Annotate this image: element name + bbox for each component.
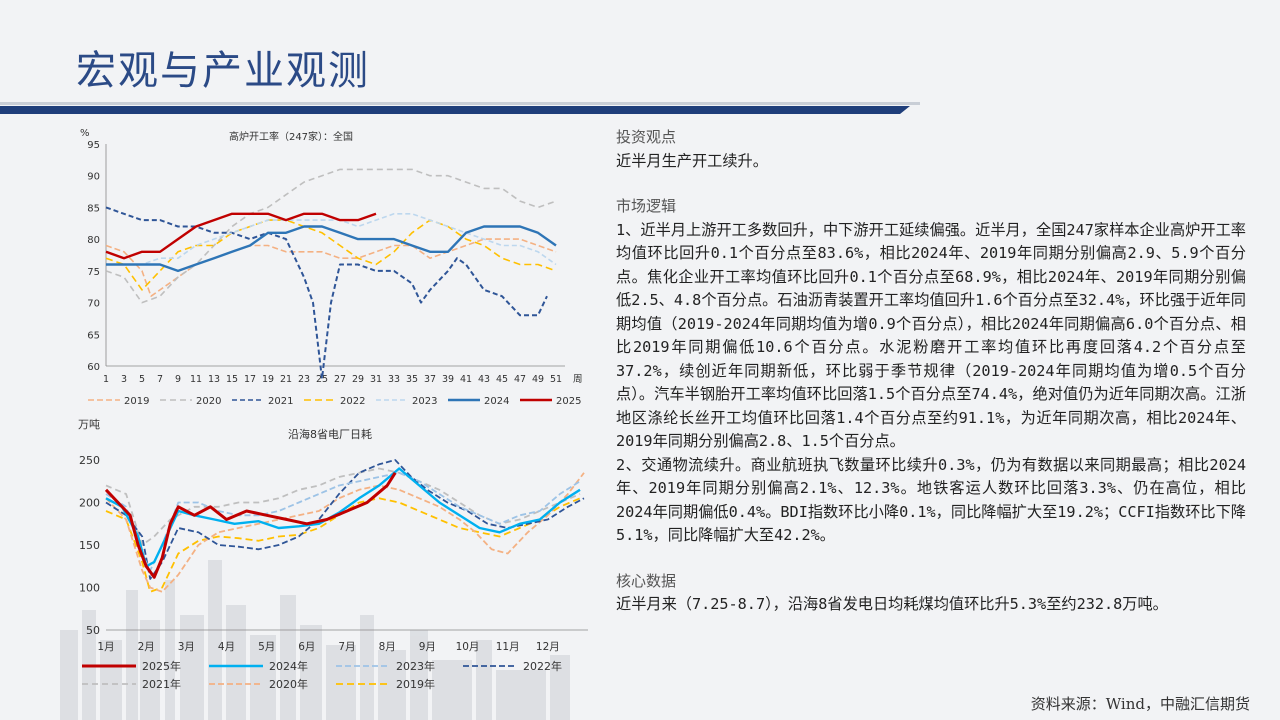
chart1-xtick: 27 — [334, 374, 346, 385]
chart2-ytick: 250 — [79, 454, 100, 467]
chart1-ytick: 90 — [87, 172, 100, 183]
chart1-xtick: 15 — [226, 374, 238, 385]
chart2-title: 沿海8省电厂日耗 — [288, 427, 372, 441]
chart2-legend-label: 2022年 — [523, 659, 562, 673]
chart1-xtick: 17 — [244, 374, 256, 385]
chart2-ytick: 200 — [79, 497, 100, 510]
chart1-ytick: 95 — [87, 140, 100, 151]
chart1-xtick: 31 — [370, 374, 382, 385]
title-underline-bar — [0, 102, 920, 114]
chart2-series-2019年 — [105, 497, 581, 593]
chart2-ylabel: 万吨 — [78, 418, 100, 431]
chart1-ytick: 75 — [87, 267, 100, 278]
logic-heading: 市场逻辑 — [616, 197, 677, 215]
chart1-xlabel: 周 — [573, 374, 583, 385]
chart1-ylabel: % — [80, 128, 90, 139]
chart2-xtick: 6月 — [298, 641, 315, 653]
chart1-ytick: 70 — [87, 299, 100, 310]
chart1-xtick: 47 — [514, 374, 526, 385]
chart1-legend-label: 2019 — [124, 396, 149, 407]
chart2-series-2022年 — [105, 459, 585, 580]
chart1-xtick: 9 — [175, 374, 181, 385]
chart1-legend-label: 2023 — [412, 396, 437, 407]
chart2-ytick: 100 — [79, 582, 100, 595]
chart2-xtick: 8月 — [379, 641, 396, 653]
chart1-xtick: 45 — [496, 374, 508, 385]
chart1-series-2024 — [106, 225, 557, 273]
chart1-xtick: 29 — [352, 374, 364, 385]
chart2-xtick: 5月 — [258, 641, 275, 653]
chart1-series-2020 — [105, 168, 557, 304]
commentary-panel: 投资观点 近半月生产开工续升。 市场逻辑 1、近半月上游开工多数回升，中下游开工… — [616, 126, 1246, 617]
chart1-xtick: 7 — [157, 374, 163, 385]
core-text: 近半月来（7.25-8.7），沿海8省发电日均耗煤均值环比升5.3%至约232.… — [616, 595, 1168, 613]
logic-paragraph-1: 1、近半月上游开工多数回升，中下游开工延续偏强。近半月，全国247家样本企业高炉… — [616, 220, 1246, 451]
chart2-xtick: 11月 — [496, 641, 520, 653]
chart2-xtick: 7月 — [338, 641, 355, 653]
chart1-legend-label: 2020 — [196, 396, 221, 407]
page-title: 宏观与产业观测 — [76, 48, 370, 94]
chart1-xtick: 41 — [460, 374, 472, 385]
chart1-ytick: 80 — [87, 235, 100, 246]
chart1-series-2022 — [105, 219, 557, 291]
chart2-xtick: 1月 — [97, 641, 114, 653]
chart1-series-2021 — [105, 206, 548, 380]
chart2-legend-label: 2025年 — [142, 659, 181, 673]
chart1-legend-label: 2021 — [268, 396, 293, 407]
chart2-xtick: 9月 — [419, 641, 436, 653]
chart1-xtick: 11 — [190, 374, 202, 385]
chart2-ytick: 50 — [86, 624, 100, 637]
chart2-legend-label: 2021年 — [142, 677, 181, 691]
city-skyline-decoration — [60, 560, 570, 720]
chart2-xtick: 10月 — [456, 641, 480, 653]
chart2-xtick: 12月 — [536, 641, 560, 653]
chart1-series-2019 — [105, 238, 557, 297]
chart1-xtick: 49 — [532, 374, 544, 385]
chart1-xtick: 33 — [388, 374, 400, 385]
chart1-xtick: 19 — [262, 374, 274, 385]
chart1-ytick: 85 — [87, 203, 100, 214]
chart2-legend-label: 2019年 — [396, 677, 435, 691]
chart1-ytick: 60 — [87, 362, 100, 373]
chart1-xtick: 21 — [280, 374, 292, 385]
chart1-xtick: 43 — [478, 374, 490, 385]
chart1-xtick: 13 — [208, 374, 220, 385]
chart1-xtick: 1 — [103, 374, 109, 385]
chart2-legend-label: 2020年 — [269, 677, 308, 691]
chart2-xtick: 2月 — [138, 641, 155, 653]
chart1-xtick: 39 — [442, 374, 454, 385]
chart1-xtick: 25 — [316, 374, 328, 385]
chart1-xtick: 23 — [298, 374, 310, 385]
source-note: 资料来源：Wind，中融汇信期货 — [1030, 695, 1250, 713]
core-heading: 核心数据 — [616, 571, 677, 590]
chart1-xtick: 5 — [139, 374, 145, 385]
logic-paragraph-2: 2、交通物流续升。商业航班执飞数量环比续升0.3%，仍为有数据以来同期最高；相比… — [616, 455, 1246, 545]
chart1-xtick: 37 — [424, 374, 436, 385]
chart1-xtick: 35 — [406, 374, 418, 385]
chart1-series-2025 — [105, 212, 377, 260]
chart1-ytick: 65 — [87, 330, 100, 341]
chart2-series-2020年 — [105, 472, 585, 593]
chart1-legend-label: 2022 — [340, 396, 365, 407]
chart2-ytick: 150 — [79, 539, 100, 552]
view-text: 近半月生产开工续升。 — [616, 151, 768, 170]
chart1-legend-label: 2025 — [556, 396, 581, 407]
chart1-title: 高炉开工率（247家）：全国 — [229, 130, 353, 143]
chart2-xtick: 4月 — [218, 641, 235, 653]
chart1-xtick: 3 — [121, 374, 127, 385]
view-heading: 投资观点 — [616, 128, 677, 146]
chart1-legend-label: 2024 — [484, 396, 509, 407]
chart1-series-2023 — [106, 213, 557, 266]
chart2-xtick: 3月 — [178, 641, 195, 653]
chart1-xtick: 51 — [550, 374, 562, 385]
chart2-series-2025年 — [104, 472, 397, 579]
chart2-legend-label: 2023年 — [396, 659, 435, 673]
chart2-legend-label: 2024年 — [269, 659, 308, 673]
chart2-series-2024年 — [105, 467, 581, 568]
